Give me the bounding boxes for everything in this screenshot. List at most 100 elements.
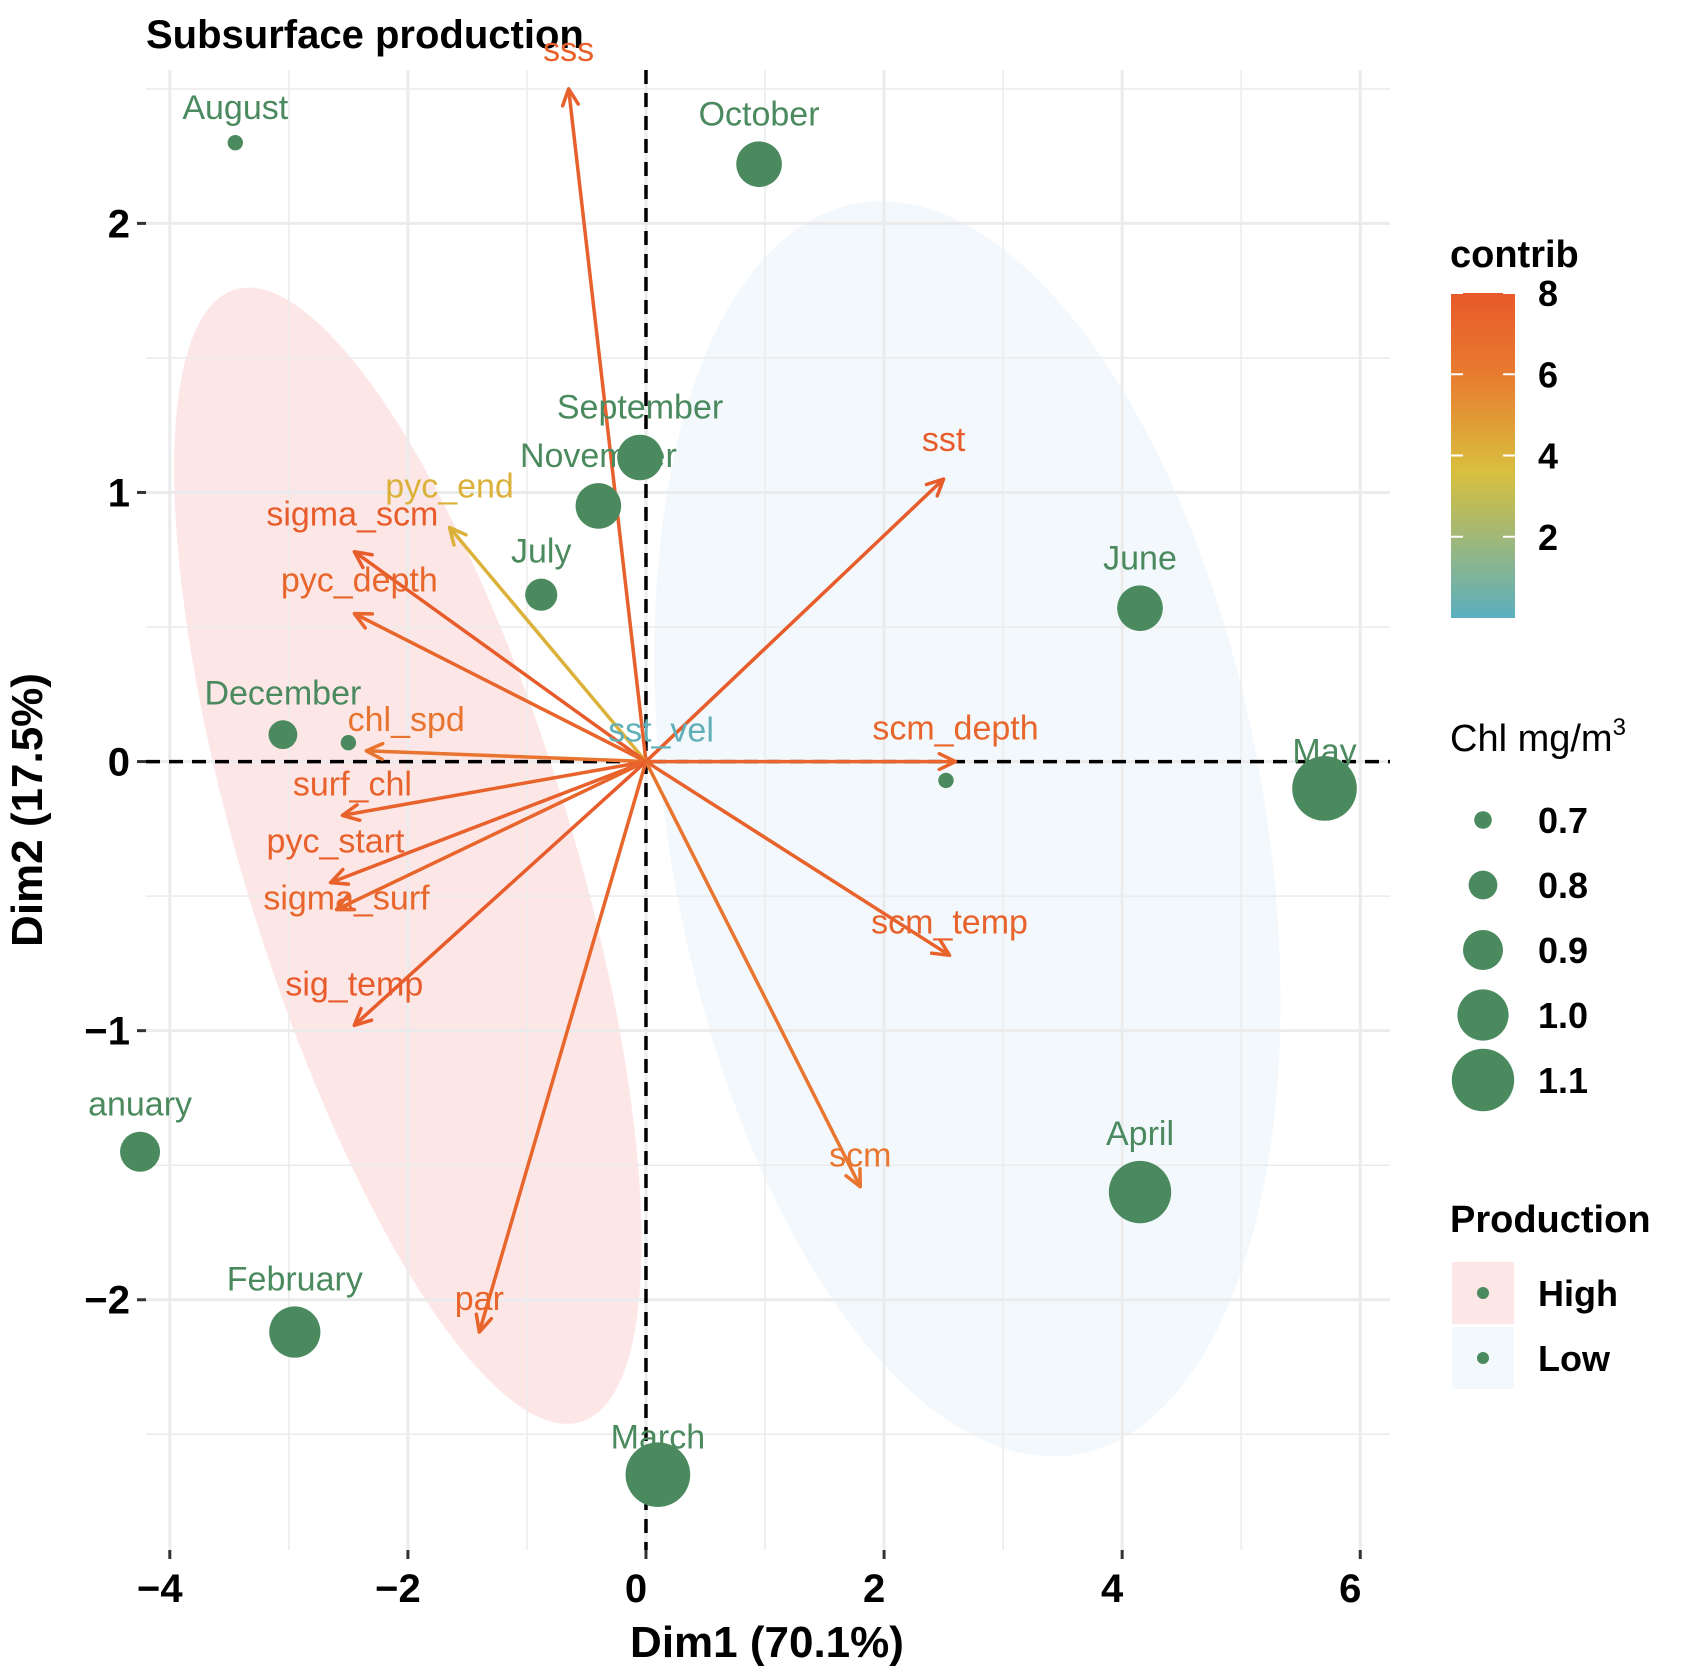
observation-points <box>120 134 1357 1507</box>
obs-label-december: December <box>204 674 361 712</box>
var-label-scm-temp: scm_temp <box>871 903 1028 941</box>
point-september <box>617 434 663 481</box>
obs-label-july: July <box>511 533 571 571</box>
obs-label-october: October <box>699 95 820 133</box>
legend-contrib: contrib 2 4 6 8 <box>1450 234 1579 618</box>
y-tick-label: −2 <box>84 1279 130 1323</box>
y-axis-title: Dim2 (17.5%) <box>3 673 52 947</box>
point-unlabeled-8 <box>938 772 954 789</box>
size-legend-point <box>1468 870 1498 900</box>
size-legend-point <box>1463 930 1503 970</box>
arrow-chl-spd <box>364 741 647 764</box>
arrow-scm-depth <box>645 751 958 772</box>
size-legend-point <box>1457 989 1509 1041</box>
observation-labels: August October September November July June De… <box>88 89 1357 1457</box>
var-label-sigma-surf: sigma_surf <box>263 880 430 918</box>
size-legend-label: 1.0 <box>1538 995 1588 1036</box>
point-november <box>575 483 622 529</box>
point-unlabeled-7 <box>340 735 357 751</box>
point-august <box>227 134 243 151</box>
obs-label-november: November <box>520 437 677 475</box>
x-axis-title: Dim1 (70.1%) <box>630 1618 904 1667</box>
grid-lines <box>146 70 1390 1550</box>
obs-label-september: September <box>557 389 723 427</box>
arrow-pyc-start <box>328 759 647 886</box>
var-label-scm: scm <box>829 1137 891 1175</box>
point-anuary <box>120 1131 161 1172</box>
x-tick-label: 2 <box>863 1567 885 1611</box>
x-tick-label: 6 <box>1339 1567 1361 1611</box>
ellipse-low <box>654 201 1281 1457</box>
var-label-sigma-scm: sigma_scm <box>266 496 438 534</box>
var-label-chl-spd: chl_spd <box>348 701 465 739</box>
point-april <box>1108 1160 1172 1224</box>
arrow-sigma-scm <box>352 549 648 763</box>
production-label-low: Low <box>1538 1338 1611 1379</box>
arrow-sigma-surf <box>334 759 647 912</box>
arrow-pyc-end <box>447 525 648 763</box>
arrow-pyc-depth <box>352 611 647 764</box>
y-tick-label: 1 <box>108 471 130 515</box>
var-label-surf-chl: surf_chl <box>293 765 412 803</box>
point-february <box>269 1306 321 1358</box>
size-legend-label: 0.9 <box>1538 930 1588 971</box>
legend-size-title: Chl mg/m3 <box>1450 714 1626 760</box>
legend-size: Chl mg/m3 0.7 0.8 0.9 1.0 1.1 <box>1450 714 1626 1112</box>
production-label-high: High <box>1538 1273 1618 1314</box>
var-label-sst-vel: sst_vel <box>608 712 714 750</box>
legend-contrib-title: contrib <box>1450 234 1579 276</box>
point-june <box>1117 585 1163 631</box>
colorbar-tick-label: 6 <box>1538 354 1558 395</box>
arrow-scm-temp <box>645 760 952 958</box>
obs-label-june: June <box>1103 539 1177 577</box>
var-label-sst: sst <box>922 421 966 459</box>
x-tick-label: −4 <box>137 1567 183 1611</box>
point-july <box>525 578 558 611</box>
arrow-surf-chl <box>340 759 647 823</box>
var-label-sig-temp: sig_temp <box>285 965 423 1003</box>
point-october <box>736 141 782 187</box>
y-tick-label: 0 <box>108 741 130 785</box>
size-legend-point <box>1474 811 1492 829</box>
obs-label-august: August <box>182 89 288 127</box>
size-legend-label: 0.7 <box>1538 800 1588 841</box>
point-may <box>1292 756 1357 821</box>
point-march <box>625 1442 691 1507</box>
arrow-sst <box>644 477 946 763</box>
chart-title: Subsurface production <box>146 13 584 57</box>
var-label-par: par <box>455 1280 504 1318</box>
size-legend-label: 0.8 <box>1538 865 1588 906</box>
variable-arrows <box>328 87 958 1334</box>
obs-label-february: February <box>227 1260 363 1298</box>
legend-production-title: Production <box>1450 1199 1651 1241</box>
obs-label-march: March <box>611 1419 705 1457</box>
size-legend-label: 1.1 <box>1538 1060 1588 1101</box>
y-tick-label: 2 <box>108 202 130 246</box>
var-label-pyc-depth: pyc_depth <box>281 562 438 600</box>
x-tick-label: −2 <box>375 1567 421 1611</box>
colorbar-tick-label: 2 <box>1538 517 1558 558</box>
size-legend-point <box>1451 1048 1515 1112</box>
var-label-sss: sss <box>543 31 594 69</box>
arrow-par <box>474 761 648 1334</box>
colorbar-tick-label: 8 <box>1538 273 1558 314</box>
x-axis-ticks: −4 −2 0 2 4 6 <box>137 1550 1362 1611</box>
obs-label-may: May <box>1292 732 1356 770</box>
arrow-sss <box>560 87 648 762</box>
x-tick-label: 0 <box>625 1567 647 1611</box>
obs-label-april: April <box>1106 1115 1174 1153</box>
x-tick-label: 4 <box>1101 1567 1124 1611</box>
point-december <box>268 720 298 750</box>
arrow-scm <box>644 760 863 1189</box>
production-key-point <box>1477 1287 1489 1299</box>
var-label-scm-depth: scm_depth <box>872 710 1038 748</box>
y-tick-label: −1 <box>84 1010 130 1054</box>
production-key-point <box>1477 1352 1489 1364</box>
legend-production: Production High Low <box>1450 1199 1651 1389</box>
obs-label-anuary: anuary <box>88 1086 192 1124</box>
y-axis-ticks: −2 −1 0 1 2 <box>84 202 146 1323</box>
colorbar-tick-label: 4 <box>1538 436 1558 477</box>
var-label-pyc-end: pyc_end <box>385 467 514 505</box>
